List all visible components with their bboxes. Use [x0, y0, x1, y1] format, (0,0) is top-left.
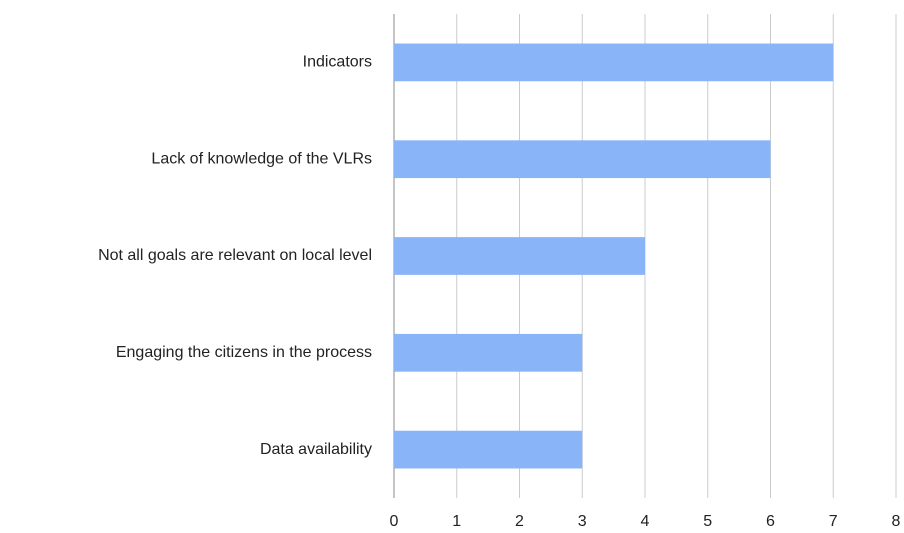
y-tick-label: Not all goals are relevant on local leve… — [98, 247, 372, 264]
x-tick-label: 6 — [766, 513, 775, 530]
y-tick-label: Engaging the citizens in the process — [116, 344, 372, 361]
bar — [394, 430, 583, 469]
bar — [394, 43, 834, 82]
y-tick-label: Data availability — [260, 441, 372, 458]
y-tick-label: Lack of knowledge of the VLRs — [151, 150, 372, 167]
x-tick-label: 4 — [641, 513, 650, 530]
x-tick-label: 8 — [892, 513, 901, 530]
x-tick-label: 1 — [452, 513, 461, 530]
bar — [394, 237, 645, 275]
bar — [394, 140, 771, 179]
x-tick-label: 0 — [390, 513, 399, 530]
x-tick-label: 7 — [829, 513, 838, 530]
x-tick-label: 3 — [578, 513, 587, 530]
y-tick-label: Indicators — [303, 54, 372, 71]
bar — [394, 333, 583, 372]
x-tick-label: 5 — [703, 513, 712, 530]
x-tick-label: 2 — [515, 513, 524, 530]
